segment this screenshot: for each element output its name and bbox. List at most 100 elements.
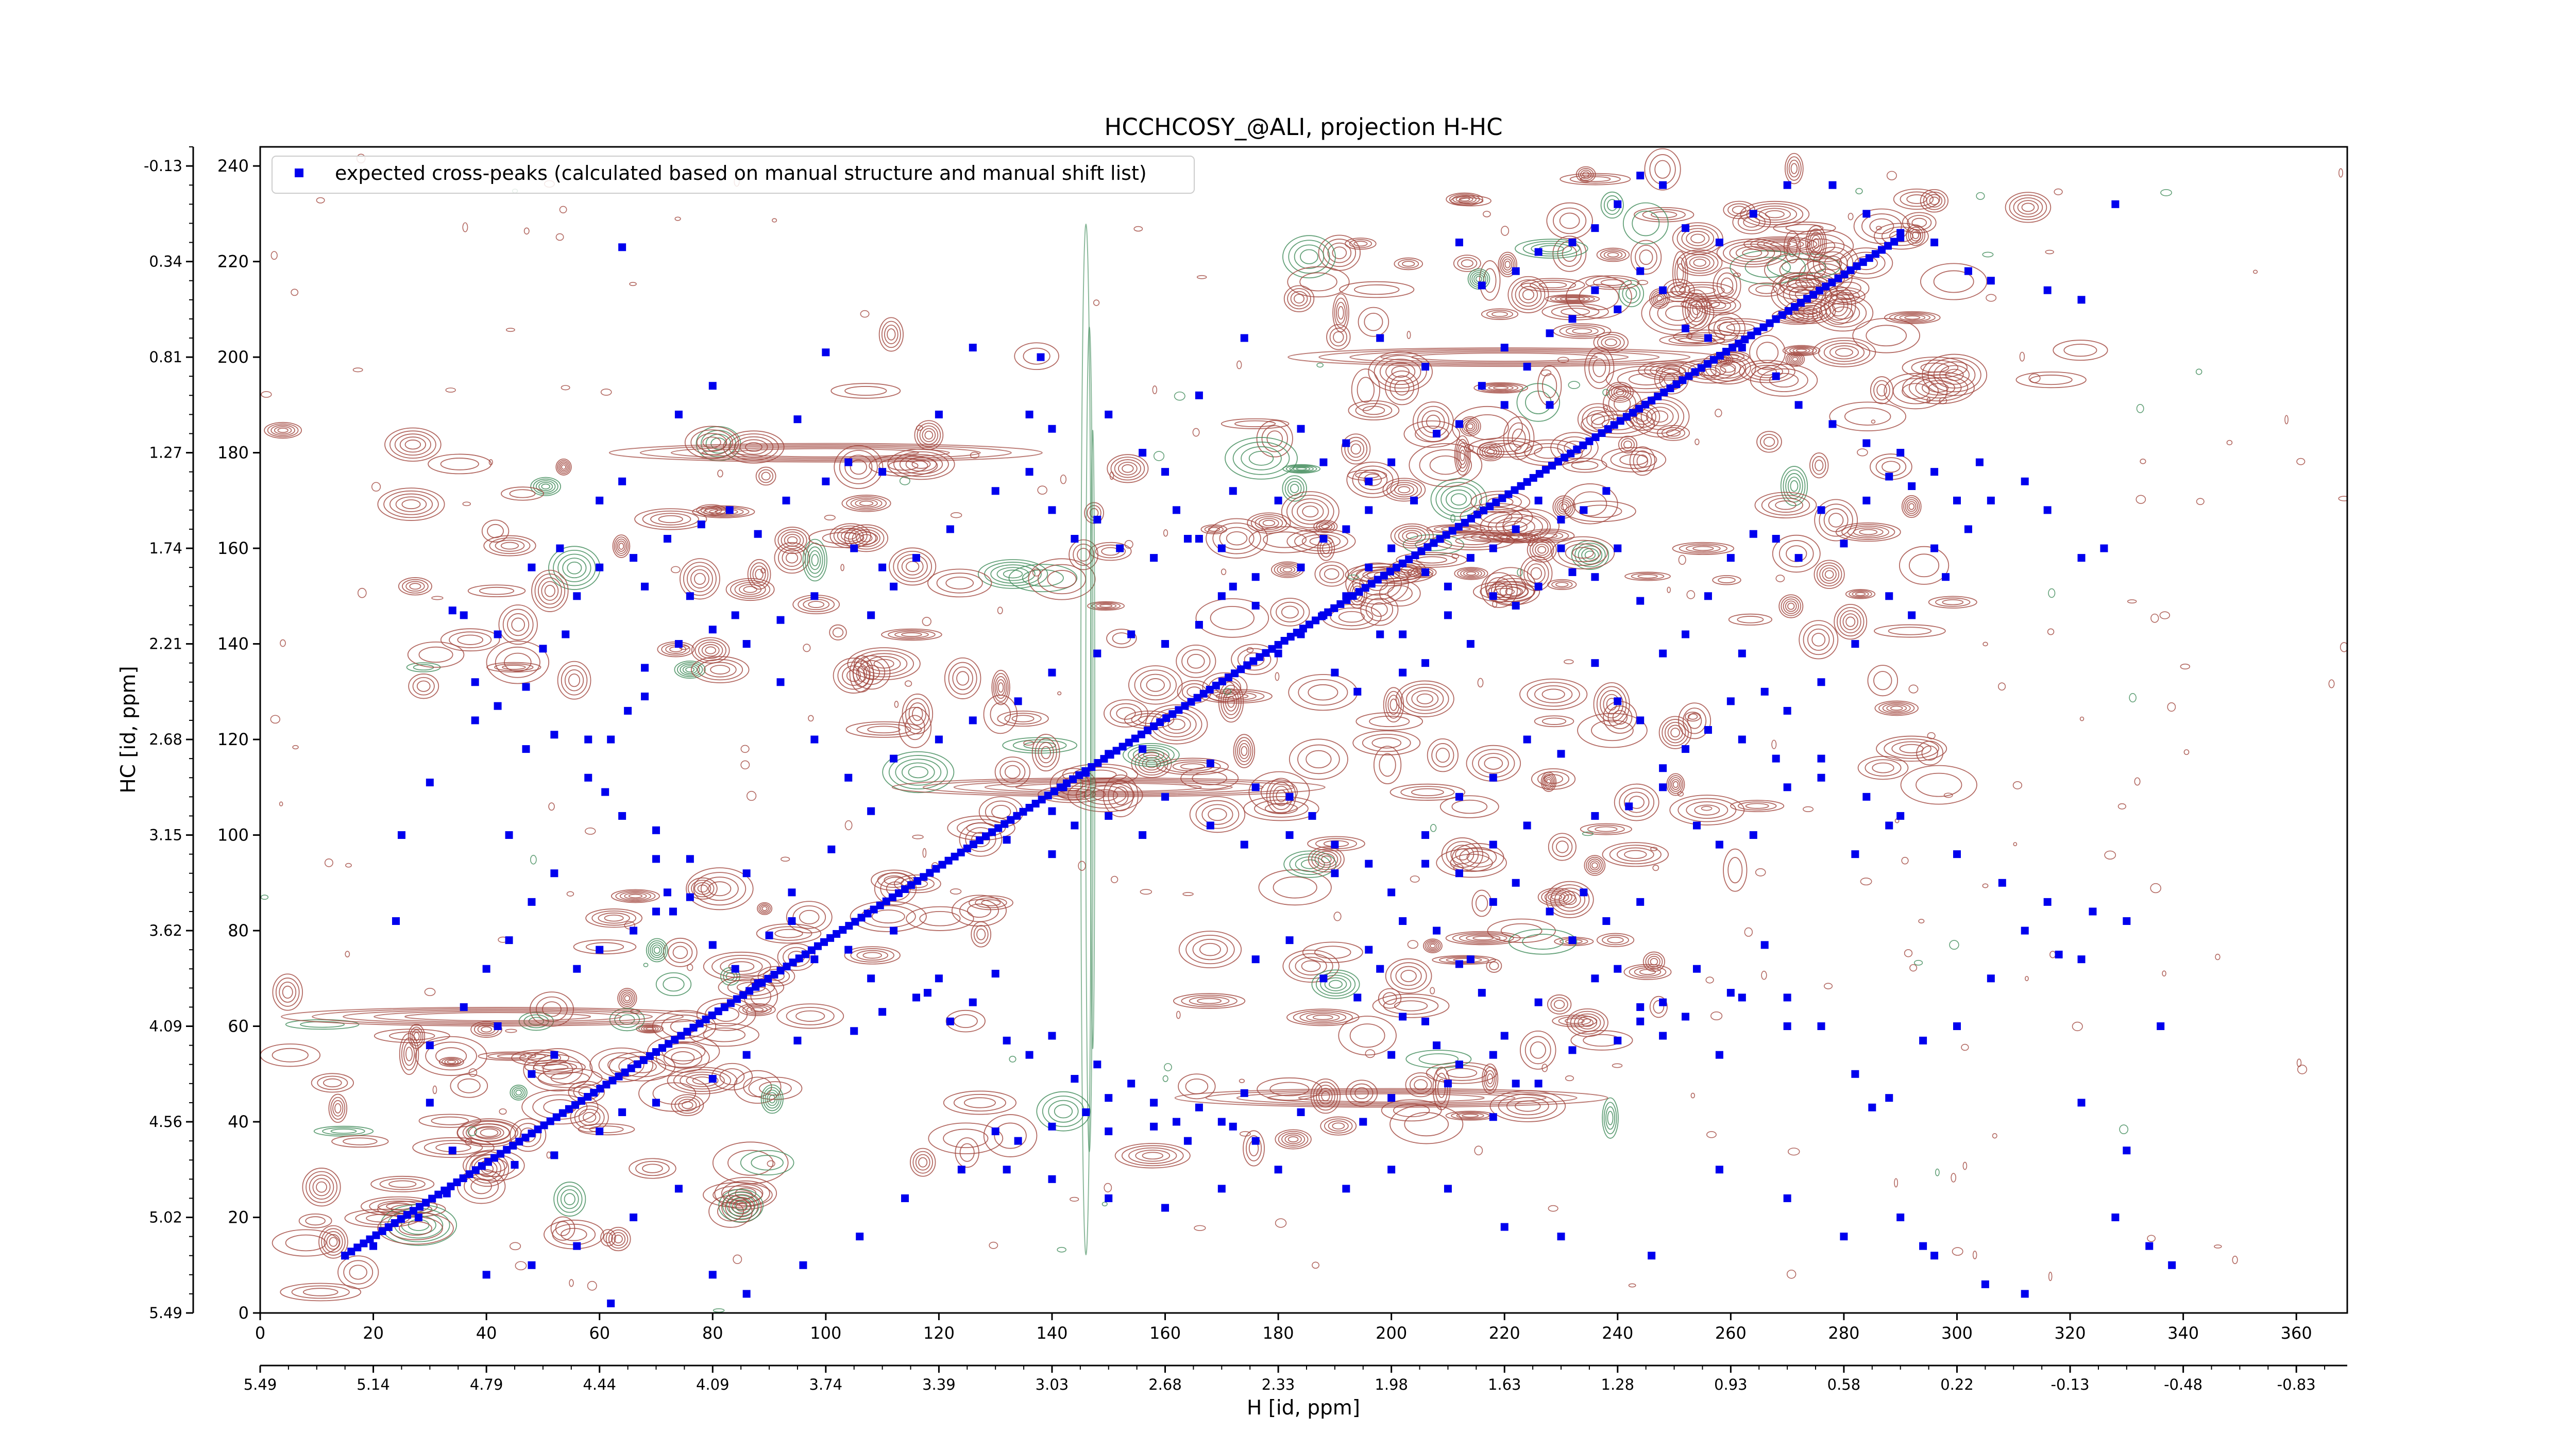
contour-line	[1828, 513, 1844, 528]
cross-peak-marker	[471, 678, 479, 686]
contour-line	[2063, 344, 2097, 357]
contour-noise	[1239, 1079, 1245, 1083]
contour-line	[1809, 452, 1829, 479]
cross-peak-marker	[1274, 641, 1282, 649]
contour-line	[1073, 543, 1094, 566]
cross-peak-marker	[856, 1233, 864, 1241]
contour-line	[910, 1148, 936, 1177]
contour-noise	[1952, 1247, 1963, 1256]
cross-peak-marker	[788, 888, 796, 897]
x-tick-label: 100	[810, 1323, 841, 1343]
cross-peak-marker	[697, 520, 705, 529]
contour-line	[1262, 519, 1276, 527]
y-tick-label: 140	[217, 634, 249, 654]
contour-line	[1515, 282, 1542, 307]
cross-peak-marker	[793, 1036, 802, 1044]
contour-line	[412, 1137, 495, 1158]
x-tick-label: 200	[1376, 1323, 1407, 1343]
cross-peak-marker	[1517, 482, 1525, 490]
cross-peak-marker	[1432, 926, 1440, 935]
cross-peak-marker	[708, 1271, 717, 1279]
cross-peak-marker	[1500, 1032, 1509, 1040]
cross-peak-marker	[1240, 1089, 1248, 1097]
cross-peak-marker	[1367, 580, 1376, 588]
contour-line	[389, 493, 433, 515]
contour-noise	[1057, 691, 1062, 696]
contour-noise	[1246, 647, 1254, 653]
contour-line	[1553, 1000, 1565, 1009]
cross-peak-marker	[1237, 665, 1245, 673]
contour-line	[481, 519, 510, 543]
cross-peak-marker	[686, 893, 694, 901]
contour-line	[1195, 598, 1269, 638]
cross-peak-marker	[1489, 898, 1497, 906]
contour-line	[1295, 856, 1325, 872]
contour-noise	[922, 617, 931, 626]
contour-line	[1904, 315, 1921, 320]
contour-line	[1713, 317, 1740, 341]
contour-line	[1321, 855, 1332, 864]
cross-peak-marker	[739, 991, 748, 999]
contour-line	[1520, 278, 1585, 292]
contour-line	[1565, 543, 1601, 563]
cross-peak-marker	[1591, 812, 1599, 820]
cross-peak-marker	[2111, 200, 2120, 208]
contour-line	[1427, 738, 1459, 772]
contour-line	[1872, 762, 1894, 773]
contour-line	[1332, 1122, 1345, 1130]
contour-noise	[2180, 663, 2191, 670]
cross-peak-marker	[1229, 487, 1237, 495]
contour-line	[841, 495, 891, 512]
contour-line	[912, 706, 923, 721]
contour-noise	[922, 848, 927, 858]
cross-peak-marker	[1466, 640, 1475, 648]
contour-noise	[1886, 171, 1897, 180]
contour-line	[1212, 523, 1261, 554]
contour-line	[543, 1060, 573, 1080]
contour-line	[994, 756, 1030, 787]
cross-peak-marker	[596, 563, 604, 571]
cross-peak-marker	[969, 998, 977, 1006]
cross-peak-marker	[1783, 181, 1791, 189]
contour-line	[1588, 352, 1611, 383]
cross-peak-marker	[1071, 535, 1079, 543]
cross-peak-marker	[1048, 1175, 1056, 1183]
cross-peak-marker	[1274, 1166, 1282, 1174]
cross-peak-marker	[807, 946, 816, 954]
cross-peak-marker	[789, 958, 797, 967]
contour-line	[1790, 480, 1799, 492]
x2-tick-label: 3.39	[922, 1376, 956, 1393]
contour-noise	[1603, 405, 1608, 411]
contour-line	[1300, 249, 1318, 264]
contour-line	[481, 1026, 492, 1033]
contour-line	[862, 952, 883, 959]
contour-line	[1787, 476, 1801, 496]
contour-line	[983, 695, 1018, 734]
contour-line	[672, 946, 688, 959]
contour-line	[850, 948, 894, 963]
contour-line	[709, 509, 738, 515]
cross-peak-marker	[630, 1214, 638, 1222]
contour-noise	[643, 963, 649, 967]
x-axis-ticks: 0 20 40 60 80 100 120 140 160 180 200 220 240 260 280 3…	[255, 1313, 2312, 1343]
cross-peak-marker	[1387, 888, 1396, 897]
cross-peak-marker	[1834, 274, 1842, 282]
contour-noise	[1464, 444, 1474, 452]
contour-line	[1782, 345, 1821, 357]
cross-peak-marker	[1987, 277, 1995, 285]
contour-line	[1590, 413, 1605, 425]
contour-line	[1479, 260, 1501, 301]
contour-line	[721, 1180, 770, 1206]
contour-line	[1023, 347, 1050, 365]
contour-line	[691, 637, 730, 664]
contour-line	[1548, 833, 1577, 861]
cross-peak-marker	[1885, 821, 1893, 830]
contour-line	[834, 445, 884, 489]
contour-line	[608, 1229, 629, 1249]
contour-line	[1451, 1111, 1490, 1120]
contour-line	[757, 902, 773, 915]
contour-line	[447, 1059, 456, 1064]
contour-line	[1455, 439, 1469, 473]
cross-peak-marker	[686, 592, 694, 600]
contour-line	[1873, 671, 1892, 690]
